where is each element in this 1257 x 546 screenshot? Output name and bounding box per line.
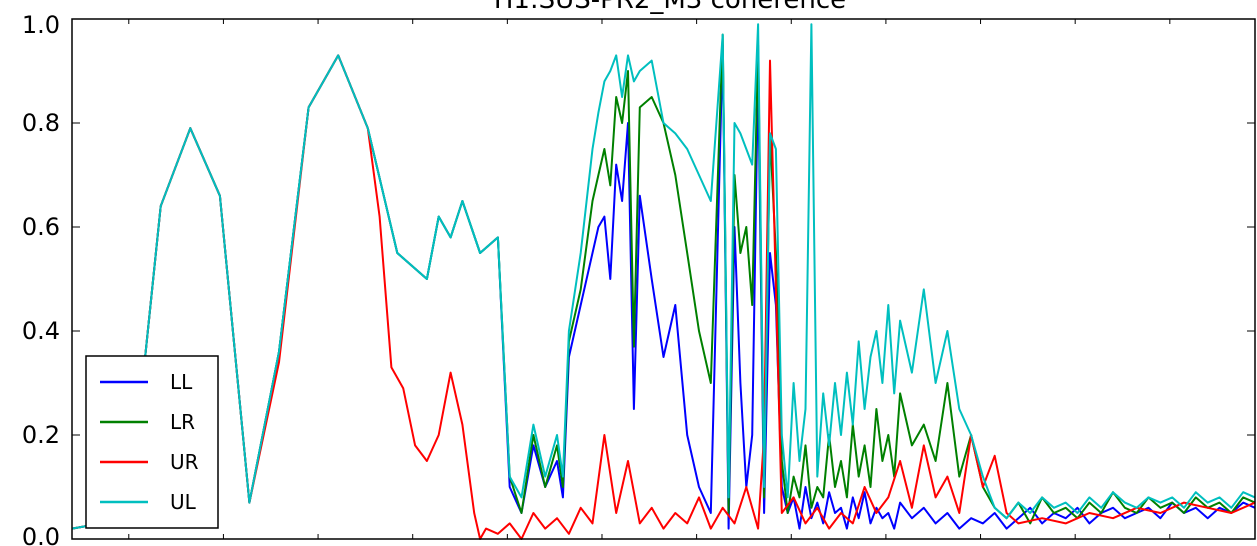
y-axis-ticks: 0.0 0.2 0.4 0.6 0.8 1.0 (22, 11, 1255, 546)
series-line-ll (71, 44, 1256, 530)
chart-title: H1:SUS-PR2_M3 coherence (494, 0, 846, 15)
legend-box (85, 355, 219, 529)
legend-label-ur: UR (170, 450, 199, 474)
legend-label-ul: UL (170, 490, 197, 514)
series-line-ul (71, 23, 1256, 530)
y-tick-label: 0.6 (22, 213, 60, 241)
y-tick-label: 0.4 (22, 317, 60, 345)
y-tick-label: 0.8 (22, 109, 60, 137)
y-tick-label: 0.0 (22, 523, 60, 546)
x-axis-ticks (128, 19, 1171, 539)
legend-label-ll: LL (170, 370, 193, 394)
plot-frame (71, 18, 1256, 540)
legend-label-lr: LR (170, 410, 195, 434)
y-tick-label: 1.0 (22, 11, 60, 39)
y-tick-label: 0.2 (22, 421, 60, 449)
legend: LL LR UR UL (85, 355, 219, 529)
series-line-ur (71, 54, 1256, 540)
series-line-lr (71, 33, 1256, 530)
plot-lines (71, 23, 1256, 540)
